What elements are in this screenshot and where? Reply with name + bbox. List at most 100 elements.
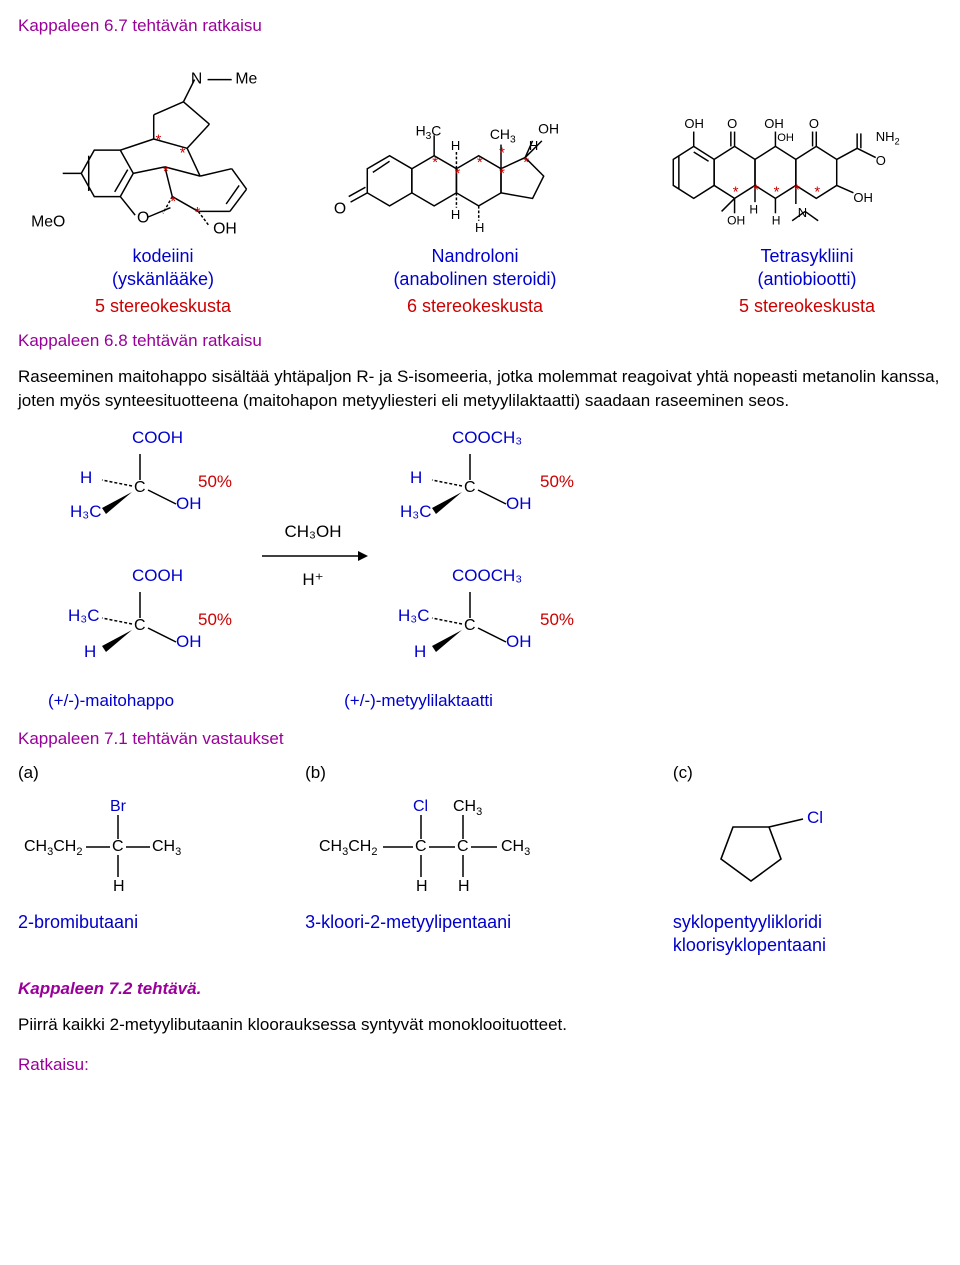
struct-c: Cl — [673, 791, 942, 901]
name-b: 3-kloori-2-metyylipentaani — [305, 911, 655, 934]
svg-text:OH: OH — [727, 213, 745, 227]
pct: 50% — [540, 610, 574, 630]
svg-text:*: * — [814, 185, 820, 201]
task-7-2: Piirrä kaikki 2-metyylibutaanin kloorauk… — [18, 1013, 942, 1037]
svg-text:CH3CH2: CH3CH2 — [319, 838, 377, 858]
heading-7-1: Kappaleen 7.1 tehtävän vastaukset — [18, 729, 942, 749]
svg-text:N: N — [798, 205, 807, 220]
svg-text:*: * — [794, 183, 800, 199]
paragraph-6-8: Raseeminen maitohappo sisältää yhtäpaljo… — [18, 365, 942, 413]
reaction-scheme: C COOH H H₃C OH 50% C COOH H₃C H OH — [48, 431, 942, 681]
svg-text:CH3: CH3 — [501, 838, 530, 858]
svg-text:H3C: H3C — [416, 122, 442, 142]
svg-text:OH: OH — [213, 221, 237, 238]
struct-b: C C Cl CH3 CH3CH2 CH3 H H — [305, 791, 655, 901]
svg-text:H: H — [529, 138, 538, 153]
lbl-h3c: H₃C — [70, 502, 101, 522]
lbl-cooh: COOH — [132, 428, 183, 448]
reagent: CH₃OH — [285, 522, 342, 542]
svg-text:H: H — [749, 202, 758, 216]
svg-text:C: C — [464, 617, 476, 634]
svg-text:*: * — [195, 205, 201, 221]
svg-text:Me: Me — [235, 70, 257, 87]
rxn-left-col: C COOH H H₃C OH 50% C COOH H₃C H OH — [48, 432, 248, 680]
rxn-arrow-block: CH₃OH H⁺ — [258, 431, 368, 681]
svg-text:*: * — [753, 183, 759, 199]
ans-a: (a) C Br CH3CH2 CH3 H 2-bromibutaani — [18, 763, 287, 934]
heading-6-7: Kappaleen 6.7 tehtävän ratkaisu — [18, 16, 942, 36]
svg-text:H: H — [451, 138, 460, 153]
svg-text:C: C — [457, 838, 469, 855]
svg-text:C: C — [134, 479, 146, 496]
svg-text:NH2: NH2 — [876, 129, 900, 147]
svg-text:C: C — [134, 617, 146, 634]
svg-text:*: * — [163, 164, 169, 180]
mol3-name: Tetrasykliini(antiobiootti) — [757, 245, 856, 290]
lbl-h3c: H₃C — [400, 502, 431, 522]
svg-text:CH3: CH3 — [490, 126, 516, 146]
isomer-left-top: C COOH H H₃C OH 50% — [48, 432, 248, 542]
tag-b: (b) — [305, 763, 655, 783]
lbl-oh: OH — [506, 494, 532, 514]
lbl-h: H — [414, 642, 426, 662]
lbl-h: H — [410, 468, 422, 488]
mol-tetrasykliini: OH O OH O NH2 O OH OH OH H H N * * * * * — [642, 48, 960, 243]
lbl-oh: OH — [176, 494, 202, 514]
name-a: 2-bromibutaani — [18, 911, 287, 934]
reaction-arrow-icon — [258, 546, 368, 566]
lbl-oh: OH — [506, 632, 532, 652]
svg-text:*: * — [499, 146, 505, 162]
svg-text:O: O — [334, 200, 346, 217]
lbl-metyylilaktaatti: (+/-)-metyylilaktaatti — [344, 691, 493, 711]
svg-text:H: H — [772, 213, 781, 227]
rxn-bottom-labels: (+/-)-maitohappo (+/-)-metyylilaktaatti — [48, 691, 942, 711]
svg-text:OH: OH — [538, 120, 559, 136]
molecule-row: N Me MeO O OH * * * * * kodeiini(yskänlä… — [18, 48, 942, 317]
lbl-h3c: H₃C — [398, 606, 429, 626]
svg-text:C: C — [415, 838, 427, 855]
ans-c: (c) Cl syklopentyylikloridikloorisyklope… — [673, 763, 942, 958]
name-c: syklopentyylikloridikloorisyklopentaani — [673, 911, 942, 958]
lbl-cooch3: COOCH₃ — [452, 566, 522, 586]
mol1-count: 5 stereokeskusta — [95, 296, 231, 317]
mol1-name: kodeiini(yskänlääke) — [112, 245, 214, 290]
svg-text:Cl: Cl — [413, 798, 428, 815]
svg-text:Cl: Cl — [807, 808, 823, 827]
pct: 50% — [198, 472, 232, 492]
heading-7-2: Kappaleen 7.2 tehtävä. — [18, 979, 942, 999]
svg-text:H: H — [416, 878, 428, 895]
svg-text:Br: Br — [110, 798, 127, 815]
mol-col-1: N Me MeO O OH * * * * * kodeiini(yskänlä… — [18, 48, 308, 317]
struct-a: C Br CH3CH2 CH3 H — [18, 791, 287, 901]
mol-nandroloni: O H3C CH3 OH H H H H * * * * * * — [320, 48, 630, 243]
svg-text:MeO: MeO — [31, 213, 65, 230]
isomer-left-bot: C COOH H₃C H OH 50% — [48, 570, 248, 680]
svg-text:*: * — [477, 155, 483, 171]
catalyst: H⁺ — [302, 570, 323, 590]
mol-kodeiini: N Me MeO O OH * * * * * — [18, 48, 308, 243]
svg-text:O: O — [137, 210, 149, 227]
svg-text:OH: OH — [684, 116, 704, 131]
lbl-oh: OH — [176, 632, 202, 652]
svg-text:CH3: CH3 — [453, 798, 482, 818]
answers-row: (a) C Br CH3CH2 CH3 H 2-bromibutaani (b) — [18, 763, 942, 958]
svg-text:O: O — [727, 116, 737, 131]
isomer-right-bot: C COOCH₃ H₃C H OH 50% — [378, 570, 578, 680]
tag-c: (c) — [673, 763, 942, 783]
svg-text:H: H — [458, 878, 470, 895]
svg-text:OH: OH — [853, 190, 873, 205]
svg-text:*: * — [455, 166, 461, 182]
svg-text:*: * — [499, 166, 505, 182]
lbl-cooch3: COOCH₃ — [452, 428, 522, 448]
tag-a: (a) — [18, 763, 287, 783]
pct: 50% — [198, 610, 232, 630]
lbl-maitohappo: (+/-)-maitohappo — [48, 691, 174, 711]
svg-text:*: * — [733, 185, 739, 201]
ratkaisu-label: Ratkaisu: — [18, 1055, 942, 1075]
svg-text:O: O — [809, 116, 819, 131]
svg-text:C: C — [464, 479, 476, 496]
svg-text:C: C — [112, 838, 124, 855]
mol-col-3: OH O OH O NH2 O OH OH OH H H N * * * * *… — [642, 48, 960, 317]
svg-text:*: * — [774, 185, 780, 201]
lbl-h: H — [80, 468, 92, 488]
